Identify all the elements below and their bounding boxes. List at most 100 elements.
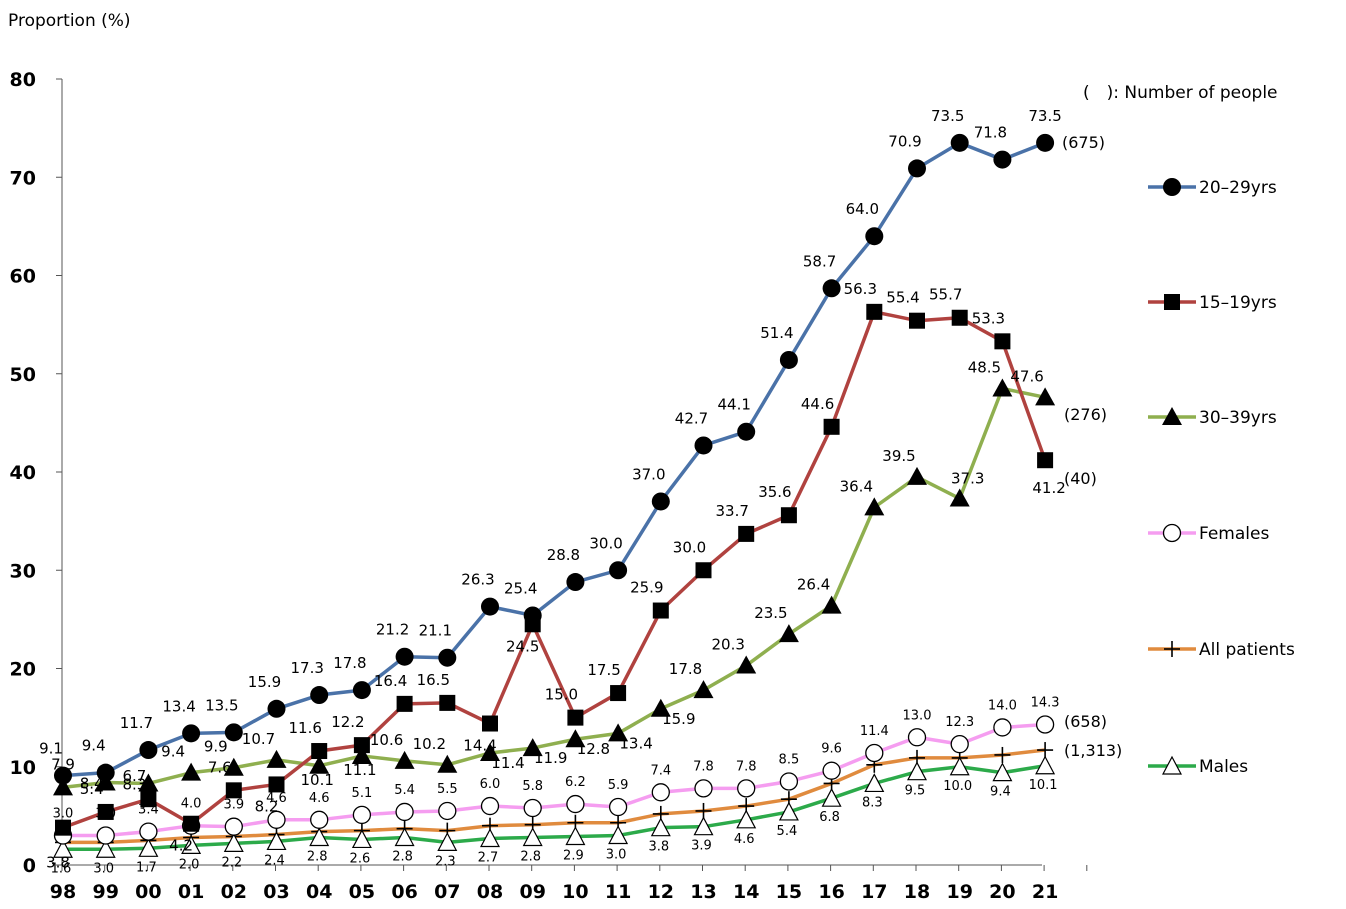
- data-label: 10.2: [413, 735, 446, 753]
- data-point: [949, 756, 970, 776]
- data-point: [992, 378, 1013, 397]
- data-point: [396, 695, 413, 712]
- data-point: [694, 436, 713, 455]
- data-point: [523, 606, 542, 625]
- data-point: [439, 694, 456, 711]
- x-tick-label: 10: [562, 881, 588, 903]
- legend-label: 20–29yrs: [1199, 178, 1277, 198]
- data-label: 6.8: [819, 810, 840, 825]
- data-point: [865, 743, 884, 763]
- data-point: [394, 827, 415, 847]
- data-point: [951, 309, 968, 326]
- data-point: [394, 750, 415, 769]
- data-point: [353, 737, 370, 754]
- data-point: [523, 798, 542, 818]
- data-label: 3.4: [138, 803, 159, 818]
- legend-item: All patients: [1148, 640, 1295, 660]
- data-point: [181, 762, 202, 781]
- data-point: [695, 562, 712, 579]
- data-point: [1035, 387, 1056, 406]
- x-tick-label: 00: [135, 881, 161, 903]
- data-point: [1036, 133, 1055, 152]
- data-point: [650, 698, 671, 717]
- data-point: [1162, 523, 1182, 543]
- legend-label: All patients: [1199, 640, 1295, 660]
- y-tick-label: 40: [10, 462, 36, 484]
- data-point: [822, 279, 841, 298]
- data-point: [183, 815, 200, 832]
- data-point: [695, 802, 712, 819]
- data-point: [778, 624, 799, 643]
- data-label: 3.8: [648, 840, 669, 855]
- data-point: [1162, 407, 1182, 425]
- data-point: [779, 772, 799, 791]
- data-point: [351, 745, 372, 764]
- x-tick-label: 03: [263, 881, 289, 903]
- x-tick-label: 18: [904, 881, 930, 903]
- data-point: [182, 724, 201, 743]
- data-point: [909, 312, 925, 329]
- data-point: [1164, 294, 1180, 310]
- data-label: 37.3: [951, 470, 984, 488]
- data-label: 10.1: [300, 771, 333, 789]
- data-label: 21.2: [376, 621, 409, 639]
- y-tick-label: 20: [10, 659, 36, 681]
- y-tick-label: 30: [10, 560, 36, 582]
- data-point: [651, 783, 670, 802]
- data-point: [779, 350, 798, 369]
- data-label: 39.5: [882, 447, 915, 465]
- data-label: 8.3: [862, 795, 883, 810]
- x-tick-label: 05: [349, 881, 375, 903]
- x-tick-label: 17: [861, 881, 887, 903]
- y-tick-label: 0: [23, 855, 36, 877]
- data-point: [138, 773, 159, 792]
- data-point: [780, 507, 797, 524]
- data-label: 55.7: [929, 286, 962, 304]
- data-label: 1.6: [51, 861, 72, 876]
- data-point: [480, 796, 500, 816]
- data-point: [97, 803, 114, 820]
- data-point: [866, 303, 883, 320]
- data-point: [1163, 178, 1181, 196]
- data-point: [223, 833, 244, 852]
- data-point: [610, 685, 627, 702]
- count-label: (675): [1062, 133, 1105, 152]
- data-point: [694, 779, 713, 798]
- data-point: [267, 810, 286, 829]
- data-label: 13.4: [619, 734, 652, 752]
- data-label: 24.5: [506, 637, 539, 655]
- data-label: 12.3: [945, 715, 974, 730]
- data-label: 35.6: [758, 483, 791, 501]
- x-tick-label: 09: [519, 881, 545, 903]
- data-label: 26.3: [461, 571, 494, 589]
- x-tick-label: 08: [477, 881, 503, 903]
- data-label: 42.7: [675, 409, 708, 427]
- data-label: 13.0: [903, 708, 932, 723]
- data-label: 17.8: [333, 654, 366, 672]
- data-label: 41.2: [1032, 479, 1065, 497]
- data-point: [95, 838, 116, 858]
- data-label: 33.7: [715, 502, 748, 520]
- data-label: 8.4: [80, 774, 104, 792]
- data-label: 20.3: [711, 636, 744, 654]
- data-point: [181, 835, 202, 854]
- data-label: 30.0: [673, 538, 706, 556]
- count-label: (276): [1064, 405, 1107, 424]
- data-label: 44.1: [717, 396, 750, 414]
- data-point: [693, 816, 714, 836]
- data-point: [950, 735, 969, 754]
- data-label: 5.5: [437, 782, 458, 797]
- data-point: [994, 333, 1011, 350]
- data-point: [480, 828, 500, 848]
- legend-item: 15–19yrs: [1148, 293, 1277, 313]
- x-tick-label: 07: [434, 881, 460, 903]
- data-label: 2.3: [435, 854, 456, 869]
- data-label: 3.9: [223, 798, 244, 813]
- data-point: [1164, 641, 1180, 657]
- data-point: [1035, 715, 1055, 734]
- data-point: [565, 826, 586, 846]
- data-point: [140, 791, 157, 808]
- data-point: [908, 159, 926, 178]
- data-label: 16.5: [417, 671, 450, 689]
- y-tick-labels: 0 10 20 30 40 50 60 70 80: [10, 69, 36, 877]
